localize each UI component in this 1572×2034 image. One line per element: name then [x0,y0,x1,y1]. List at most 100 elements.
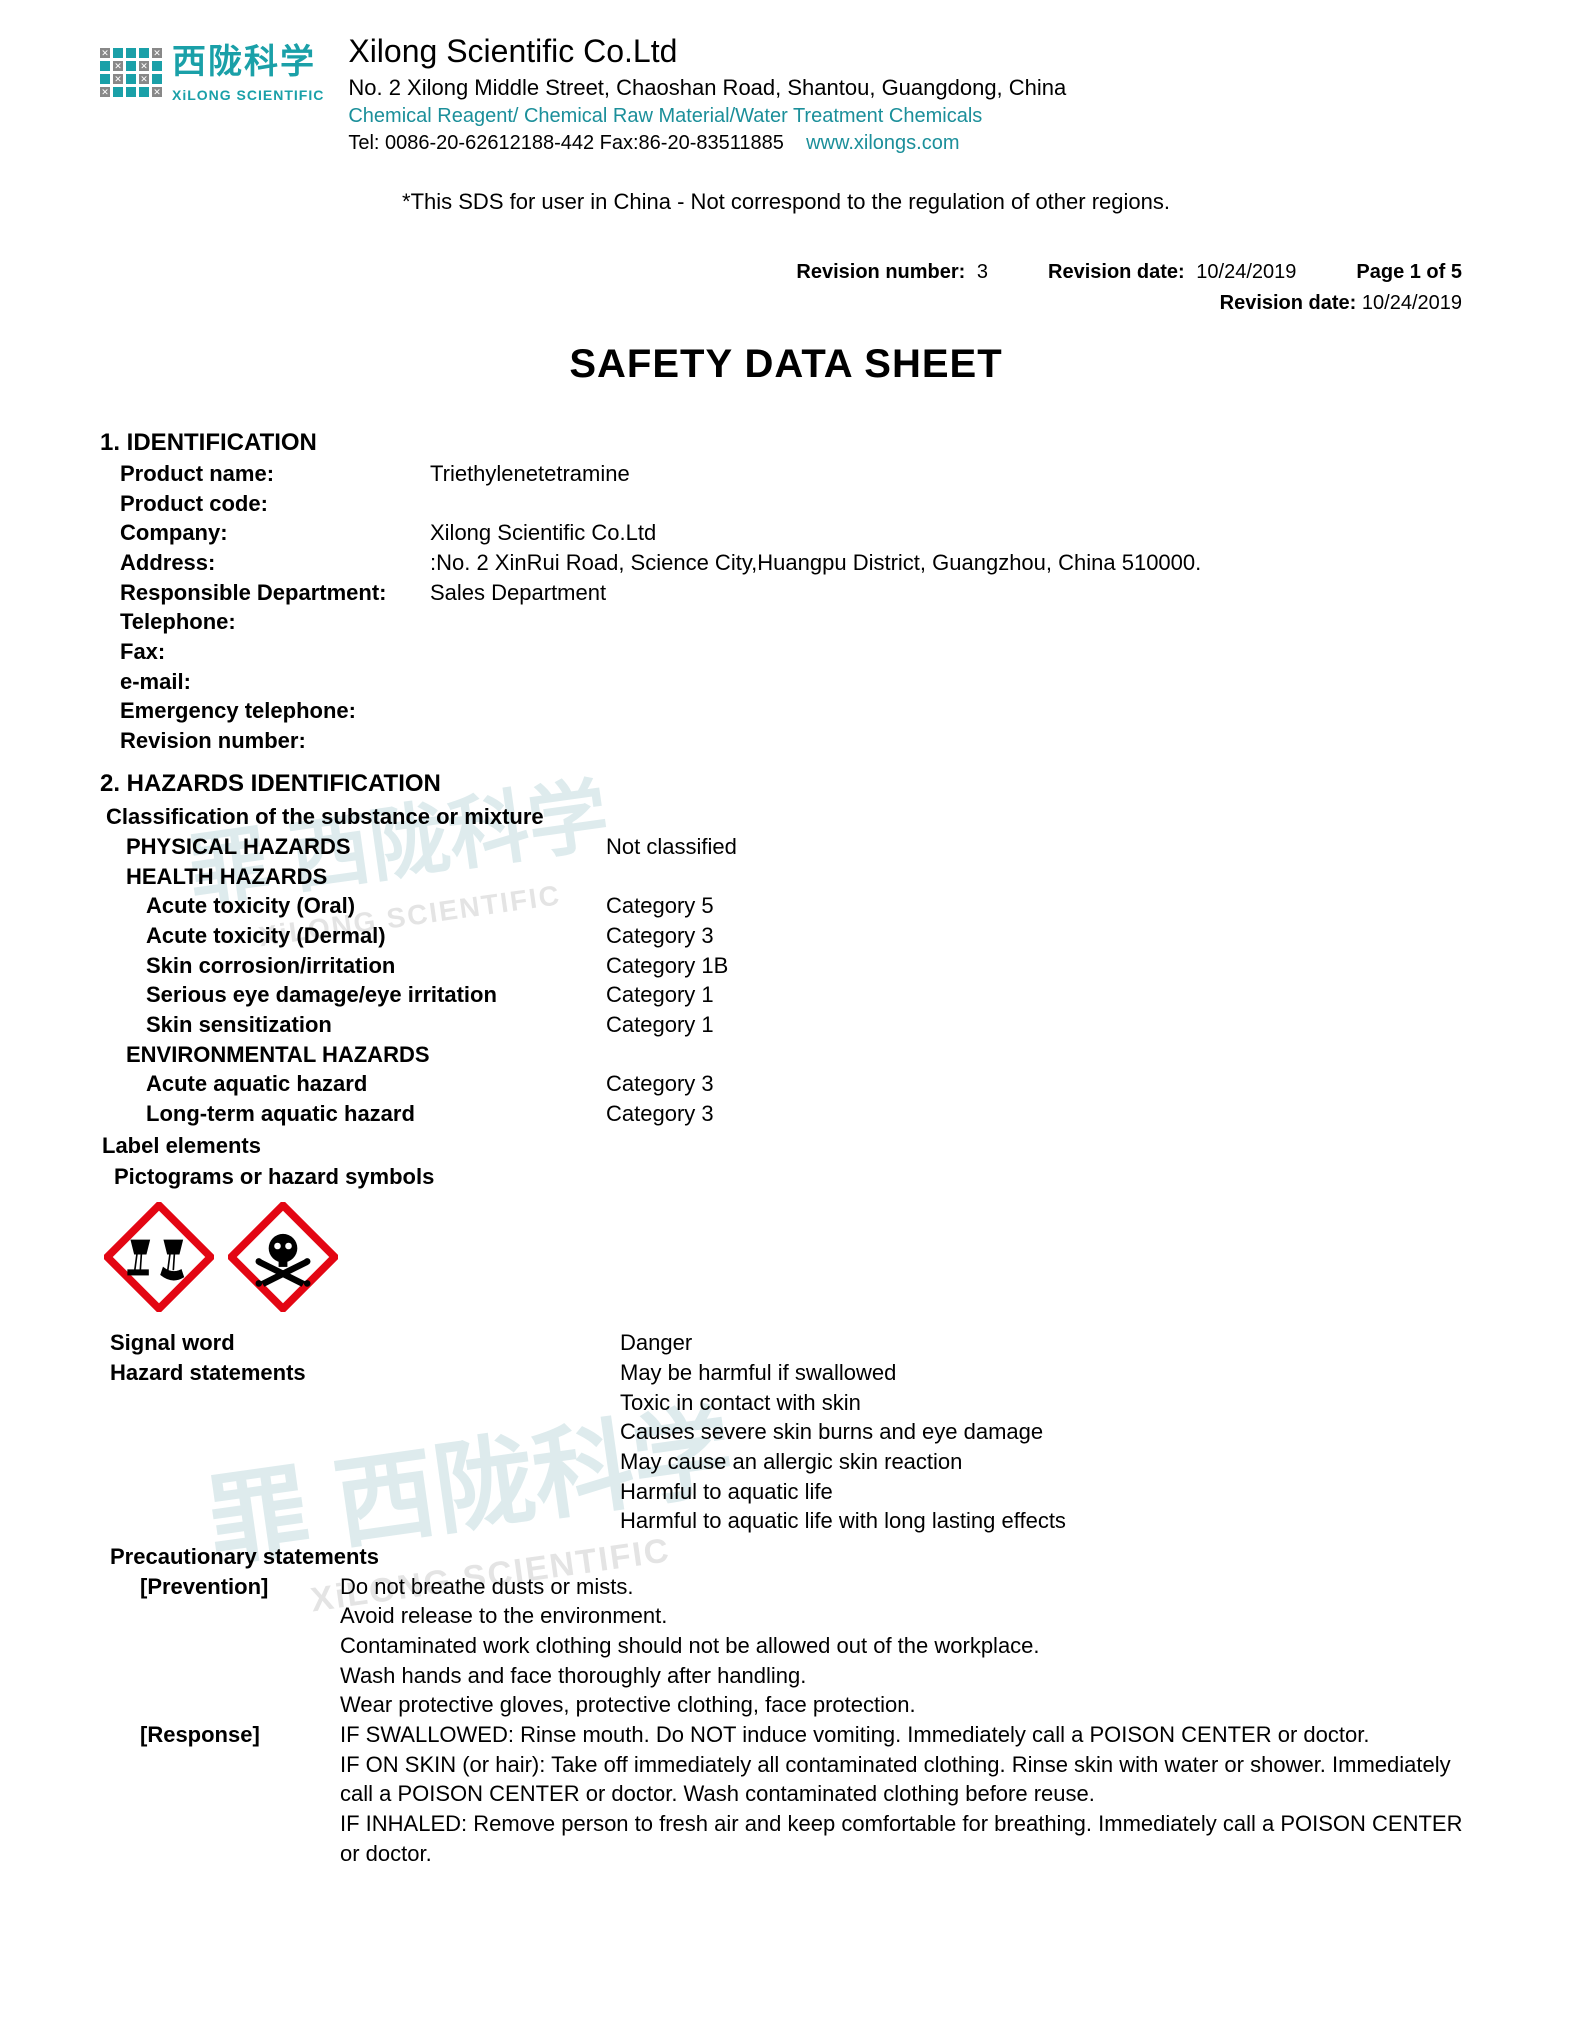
identification-row: Telephone: [120,607,1472,637]
hazard-statement: Harmful to aquatic life [620,1477,1472,1507]
tel-fax: Tel: 0086-20-62612188-442 Fax:86-20-8351… [348,132,784,154]
prevention-statement: Avoid release to the environment. [340,1601,1472,1631]
identification-row: Fax: [120,637,1472,667]
hazard-statements-label: Hazard statements [110,1358,620,1388]
hazard-value: Category 3 [606,1069,1472,1099]
meta-row-2: Revision date: 10/24/2019 [100,290,1472,317]
logo-text-cn: 西陇科学 [172,40,324,86]
identification-row: Company:Xilong Scientific Co.Ltd [120,518,1472,548]
ident-label: Fax: [120,637,430,667]
ident-value [430,489,1472,519]
ident-value [430,607,1472,637]
hazard-value: Category 1B [606,951,1472,981]
company-subline: Chemical Reagent/ Chemical Raw Material/… [348,103,1472,130]
hazard-value: Category 3 [606,1099,1472,1129]
ident-value [430,667,1472,697]
response-statement: IF INHALED: Remove person to fresh air a… [340,1809,1472,1868]
env-hazard-row: Acute aquatic hazardCategory 3 [146,1069,1472,1099]
ident-label: Emergency telephone: [120,696,430,726]
ident-value [430,637,1472,667]
identification-row: Emergency telephone: [120,696,1472,726]
hazard-label: Skin corrosion/irritation [146,951,606,981]
company-url[interactable]: www.xilongs.com [806,132,959,154]
hazard-value: Category 3 [606,921,1472,951]
classification-title: Classification of the substance or mixtu… [106,802,1472,832]
response-label: [Response] [110,1720,340,1750]
ident-label: Responsible Department: [120,578,430,608]
company-contact: Tel: 0086-20-62612188-442 Fax:86-20-8351… [348,130,1472,157]
health-hazard-row: Acute toxicity (Dermal)Category 3 [146,921,1472,951]
page-number: Page 1 of 5 [1356,259,1462,286]
hazard-label: Acute toxicity (Dermal) [146,921,606,951]
section-2-title: 2. HAZARDS IDENTIFICATION [100,768,1472,800]
physical-hazards-label: PHYSICAL HAZARDS [126,832,606,862]
hazard-statement: Harmful to aquatic life with long lastin… [620,1506,1472,1536]
ident-value: Triethylenetetramine [430,459,1472,489]
prevention-row: [Prevention] Do not breathe dusts or mis… [110,1572,1472,1720]
health-hazard-row: Skin corrosion/irritationCategory 1B [146,951,1472,981]
health-hazard-row: Skin sensitizationCategory 1 [146,1010,1472,1040]
main-title: SAFETY DATA SHEET [100,337,1472,391]
signal-word-row: Signal word Danger [110,1328,1472,1358]
env-hazards-header: ENVIRONMENTAL HAZARDS [126,1040,1472,1070]
response-statement: IF SWALLOWED: Rinse mouth. Do NOT induce… [340,1720,1472,1750]
ident-value [430,726,1472,756]
hazard-label: Skin sensitization [146,1010,606,1040]
company-logo: ✕✕ ✕✕ ✕✕ ✕✕ 西陇科学 XiLONG SCIENTIFIC [100,40,324,105]
prevention-label: [Prevention] [110,1572,340,1602]
disclaimer: *This SDS for user in China - Not corres… [100,187,1472,217]
physical-hazards-row: PHYSICAL HAZARDS Not classified [126,832,1472,862]
hazard-statement: Toxic in contact with skin [620,1388,1472,1418]
pictograms-title: Pictograms or hazard symbols [114,1162,1472,1192]
ident-label: Company: [120,518,430,548]
response-statement: IF ON SKIN (or hair): Take off immediate… [340,1750,1472,1809]
page-header: ✕✕ ✕✕ ✕✕ ✕✕ 西陇科学 XiLONG SCIENTIFIC Xilon… [100,30,1472,157]
toxic-pictogram [228,1202,338,1312]
hazard-value: Category 5 [606,891,1472,921]
meta-row: Revision number: 3 Revision date: 10/24/… [100,259,1472,286]
revision-date: Revision date: 10/24/2019 [1048,259,1296,286]
hazard-statements-row: Hazard statements May be harmful if swal… [110,1358,1472,1536]
health-hazard-row: Acute toxicity (Oral)Category 5 [146,891,1472,921]
label-elements-title: Label elements [102,1131,1472,1161]
health-hazards-label: HEALTH HAZARDS [126,862,606,892]
env-hazards-label: ENVIRONMENTAL HAZARDS [126,1040,606,1070]
ident-value: Xilong Scientific Co.Ltd [430,518,1472,548]
signal-word-value: Danger [620,1328,1472,1358]
ident-label: Product name: [120,459,430,489]
section-1-title: 1. IDENTIFICATION [100,427,1472,459]
company-title: Xilong Scientific Co.Ltd [348,30,1472,73]
revision-number: Revision number: 3 [796,259,988,286]
prevention-statement: Wear protective gloves, protective cloth… [340,1690,1472,1720]
ident-label: Revision number: [120,726,430,756]
prevention-statement: Contaminated work clothing should not be… [340,1631,1472,1661]
company-address: No. 2 Xilong Middle Street, Chaoshan Roa… [348,73,1472,103]
ident-label: Address: [120,548,430,578]
hazard-label: Acute toxicity (Oral) [146,891,606,921]
hazard-label: Serious eye damage/eye irritation [146,980,606,1010]
health-hazards-header: HEALTH HAZARDS [126,862,1472,892]
identification-row: e-mail: [120,667,1472,697]
health-hazard-row: Serious eye damage/eye irritationCategor… [146,980,1472,1010]
identification-row: Product name:Triethylenetetramine [120,459,1472,489]
response-list: IF SWALLOWED: Rinse mouth. Do NOT induce… [340,1720,1472,1868]
hazard-label: Long-term aquatic hazard [146,1099,606,1129]
identification-row: Revision number: [120,726,1472,756]
ident-value [430,696,1472,726]
prevention-list: Do not breathe dusts or mists.Avoid rele… [340,1572,1472,1720]
corrosion-pictogram [104,1202,214,1312]
ident-label: Product code: [120,489,430,519]
prevention-statement: Do not breathe dusts or mists. [340,1572,1472,1602]
hazard-label: Acute aquatic hazard [146,1069,606,1099]
precaution-title: Precautionary statements [110,1542,1472,1572]
hazard-statement: May be harmful if swallowed [620,1358,1472,1388]
hazard-value: Category 1 [606,980,1472,1010]
hazard-statement: Causes severe skin burns and eye damage [620,1417,1472,1447]
prevention-statement: Wash hands and face thoroughly after han… [340,1661,1472,1691]
ident-value: Sales Department [430,578,1472,608]
hazard-value: Category 1 [606,1010,1472,1040]
revision-date-2: Revision date: 10/24/2019 [1220,290,1462,317]
logo-text-en: XiLONG SCIENTIFIC [172,86,324,105]
identification-row: Responsible Department:Sales Department [120,578,1472,608]
signal-word-label: Signal word [110,1328,620,1358]
